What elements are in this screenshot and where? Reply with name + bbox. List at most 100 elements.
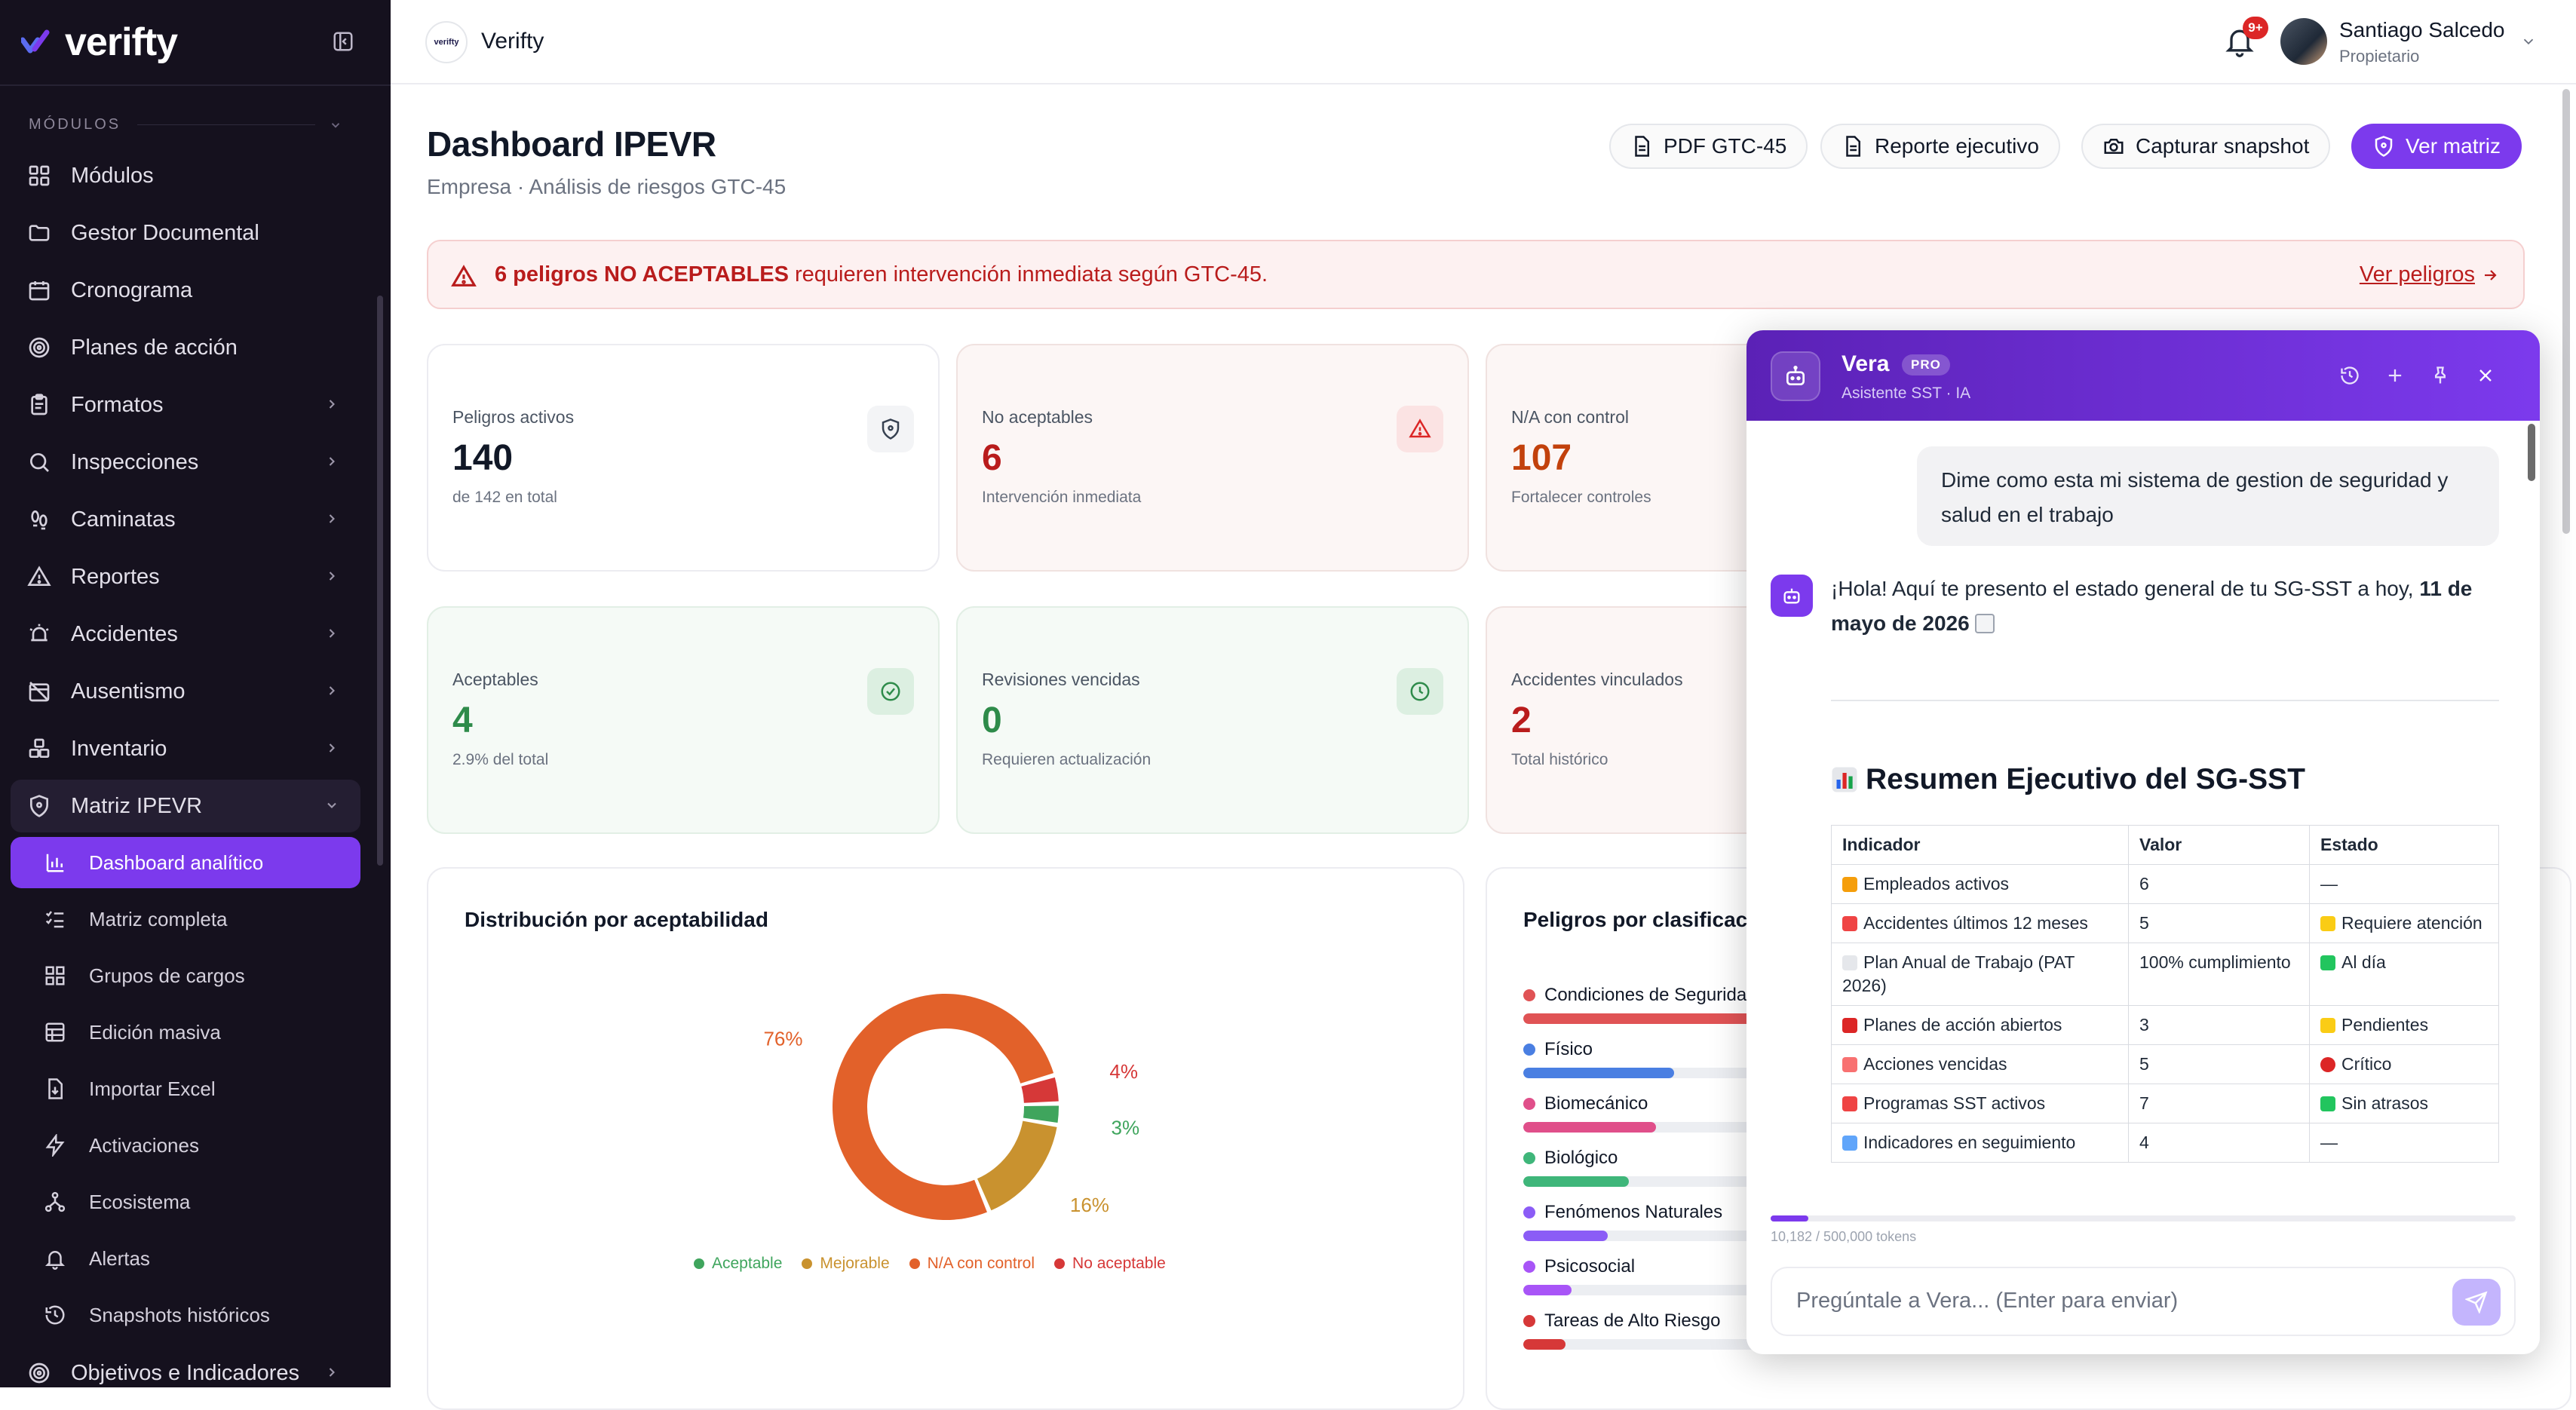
legend-item[interactable]: N/A con control	[909, 1255, 1035, 1273]
table-cell-indicator: Programas SST activos	[1831, 1084, 2129, 1123]
chat-new-button[interactable]	[2381, 362, 2409, 389]
sidebar-item-planes-de-accion[interactable]: Planes de acción	[11, 321, 360, 374]
capture-snapshot-button[interactable]: Capturar snapshot	[2081, 124, 2331, 169]
stat-card-revisiones-vencidas[interactable]: Revisiones vencidas 0 Requieren actualiz…	[956, 606, 1469, 834]
stat-value: 4	[452, 700, 473, 740]
sidebar-item-matriz-ipevr[interactable]: Matriz IPEVR	[11, 780, 360, 832]
classification-name: Biomecánico	[1544, 1093, 1648, 1114]
chat-messages[interactable]: Dime como esta mi sistema de gestion de …	[1746, 421, 2540, 1182]
bell-icon[interactable]	[2223, 24, 2256, 57]
bot-heading-text: Resumen Ejecutivo del SG-SST	[1866, 763, 2305, 795]
table-cell-value: 5	[2128, 1044, 2310, 1084]
stat-card-aceptables[interactable]: Aceptables 4 2.9% del total	[427, 606, 940, 834]
view-matrix-button[interactable]: Ver matriz	[2351, 124, 2522, 169]
table-cell-status: Sin atrasos	[2309, 1084, 2499, 1123]
stat-value: 0	[982, 700, 1002, 740]
sidebar-collapse-button[interactable]	[327, 26, 359, 57]
chevron-down-icon[interactable]	[2520, 33, 2537, 50]
clipboard-icon	[31, 394, 48, 415]
sidebar-item-ausentismo[interactable]: Ausentismo	[11, 665, 360, 718]
sidebar-item-reportes[interactable]: Reportes	[11, 550, 360, 603]
pdf-gtc45-button[interactable]: PDF GTC-45	[1609, 124, 1808, 169]
indicator-text: Empleados activos	[1863, 874, 2010, 894]
table-cell-value: 5	[2128, 903, 2310, 943]
user-message: Dime como esta mi sistema de gestion de …	[1917, 446, 2499, 546]
legend-label: No aceptable	[1072, 1255, 1166, 1272]
sidebar-item-label: Ausentismo	[71, 679, 186, 703]
legend-item[interactable]: No aceptable	[1054, 1255, 1166, 1273]
sidebar-item-inspecciones[interactable]: Inspecciones	[11, 436, 360, 489]
check-emoji-icon	[2320, 1096, 2335, 1111]
status-text: Requiere atención	[2341, 913, 2482, 933]
status-text: —	[2320, 1133, 2338, 1152]
sidebar-item-label: Accidentes	[71, 621, 178, 646]
chevron-down-icon	[327, 802, 336, 808]
sidebar-item-objetivos-e-indicadores[interactable]: Objetivos e Indicadores	[11, 1347, 360, 1399]
user-name[interactable]: Santiago Salcedo	[2339, 18, 2505, 41]
table-cell-status: —	[2309, 1123, 2499, 1163]
stat-sub: Fortalecer controles	[1511, 489, 1651, 506]
sidebar-sub-edicion-masiva[interactable]: Edición masiva	[11, 1007, 360, 1058]
legend-swatch	[694, 1258, 704, 1269]
table-cell-value: 100% cumplimiento	[2128, 943, 2310, 1006]
table-cell-indicator: Planes de acción abiertos	[1831, 1005, 2129, 1045]
sidebar-item-label: Módulos	[71, 163, 154, 188]
table-cell-indicator: Plan Anual de Trabajo (PAT 2026)	[1831, 943, 2129, 1006]
chat-pin-button[interactable]	[2427, 362, 2454, 389]
sidebar-item-caminatas[interactable]: Caminatas	[11, 493, 360, 546]
classification-label: Condiciones de Seguridad	[1523, 985, 1825, 1006]
indicator-text: Programas SST activos	[1863, 1093, 2046, 1113]
bot-icon	[1783, 588, 1800, 604]
calendar-emoji-icon	[1975, 614, 1995, 633]
pin-icon	[2435, 366, 2446, 384]
avatar[interactable]	[2280, 18, 2327, 65]
chat-scrollbar[interactable]	[2528, 424, 2535, 481]
brand-logo[interactable]: verifty	[21, 17, 178, 68]
message-divider	[1831, 700, 2499, 701]
chat-history-button[interactable]	[2336, 362, 2363, 389]
memo-emoji-icon	[1842, 955, 1857, 970]
view-hazards-link[interactable]: Ver peligros	[2360, 262, 2499, 287]
sidebar-item-accidentes[interactable]: Accidentes	[11, 608, 360, 661]
chat-input[interactable]	[1795, 1288, 2413, 1314]
stat-card-no-aceptables[interactable]: No aceptables 6 Intervención inmediata	[956, 344, 1469, 572]
table-cell-status: Pendientes	[2309, 1005, 2499, 1045]
sidebar-sub-alertas[interactable]: Alertas	[11, 1233, 360, 1284]
stat-sub: Intervención inmediata	[982, 489, 1142, 506]
classification-bar	[1523, 1231, 1608, 1241]
chat-input-box[interactable]	[1771, 1267, 2516, 1336]
sidebar-item-formatos[interactable]: Formatos	[11, 379, 360, 431]
send-button[interactable]	[2452, 1279, 2501, 1326]
classification-row[interactable]: Tareas de Alto Riesgo	[1523, 1310, 1825, 1350]
sidebar-item-modulos[interactable]: Módulos	[11, 149, 360, 202]
stat-card-peligros-activos[interactable]: Peligros activos 140 de 142 en total	[427, 344, 940, 572]
boxes-icon	[29, 738, 50, 758]
org-logo[interactable]: verifty	[425, 21, 468, 63]
sidebar-sub-activaciones[interactable]: Activaciones	[11, 1120, 360, 1171]
legend-item[interactable]: Aceptable	[694, 1255, 782, 1273]
main-scrollbar[interactable]	[2562, 89, 2570, 534]
sidebar-sub-dashboard-analitico[interactable]: Dashboard analítico	[11, 837, 360, 888]
view-matrix-label: Ver matriz	[2406, 134, 2501, 158]
sidebar-item-cronograma[interactable]: Cronograma	[11, 264, 360, 317]
sidebar-sub-importar-excel[interactable]: Importar Excel	[11, 1063, 360, 1114]
folder-icon	[29, 225, 50, 241]
sidebar-sub-matriz-completa[interactable]: Matriz completa	[11, 894, 360, 945]
sidebar-section-header[interactable]: MÓDULOS	[29, 116, 342, 133]
sidebar-sub-grupos-de-cargos[interactable]: Grupos de cargos	[11, 950, 360, 1001]
sidebar-scrollbar[interactable]	[377, 296, 383, 866]
sidebar-item-gestor-documental[interactable]: Gestor Documental	[11, 207, 360, 259]
chart-emoji-icon	[1842, 1136, 1857, 1151]
chat-close-button[interactable]	[2472, 362, 2499, 389]
sidebar-sub-label: Activaciones	[89, 1133, 199, 1157]
stat-icon-box	[867, 406, 914, 452]
stat-icon-box	[867, 668, 914, 715]
legend-item[interactable]: Mejorable	[802, 1255, 890, 1273]
sidebar-sub-snapshots-historicos[interactable]: Snapshots históricos	[11, 1289, 360, 1341]
chevron-right-icon	[329, 457, 335, 466]
sidebar-sub-ecosistema[interactable]: Ecosistema	[11, 1176, 360, 1228]
target-icon	[29, 1362, 50, 1384]
sidebar-item-inventario[interactable]: Inventario	[11, 722, 360, 775]
executive-report-button[interactable]: Reporte ejecutivo	[1820, 124, 2060, 169]
sidebar-sub-label: Matriz completa	[89, 907, 228, 930]
